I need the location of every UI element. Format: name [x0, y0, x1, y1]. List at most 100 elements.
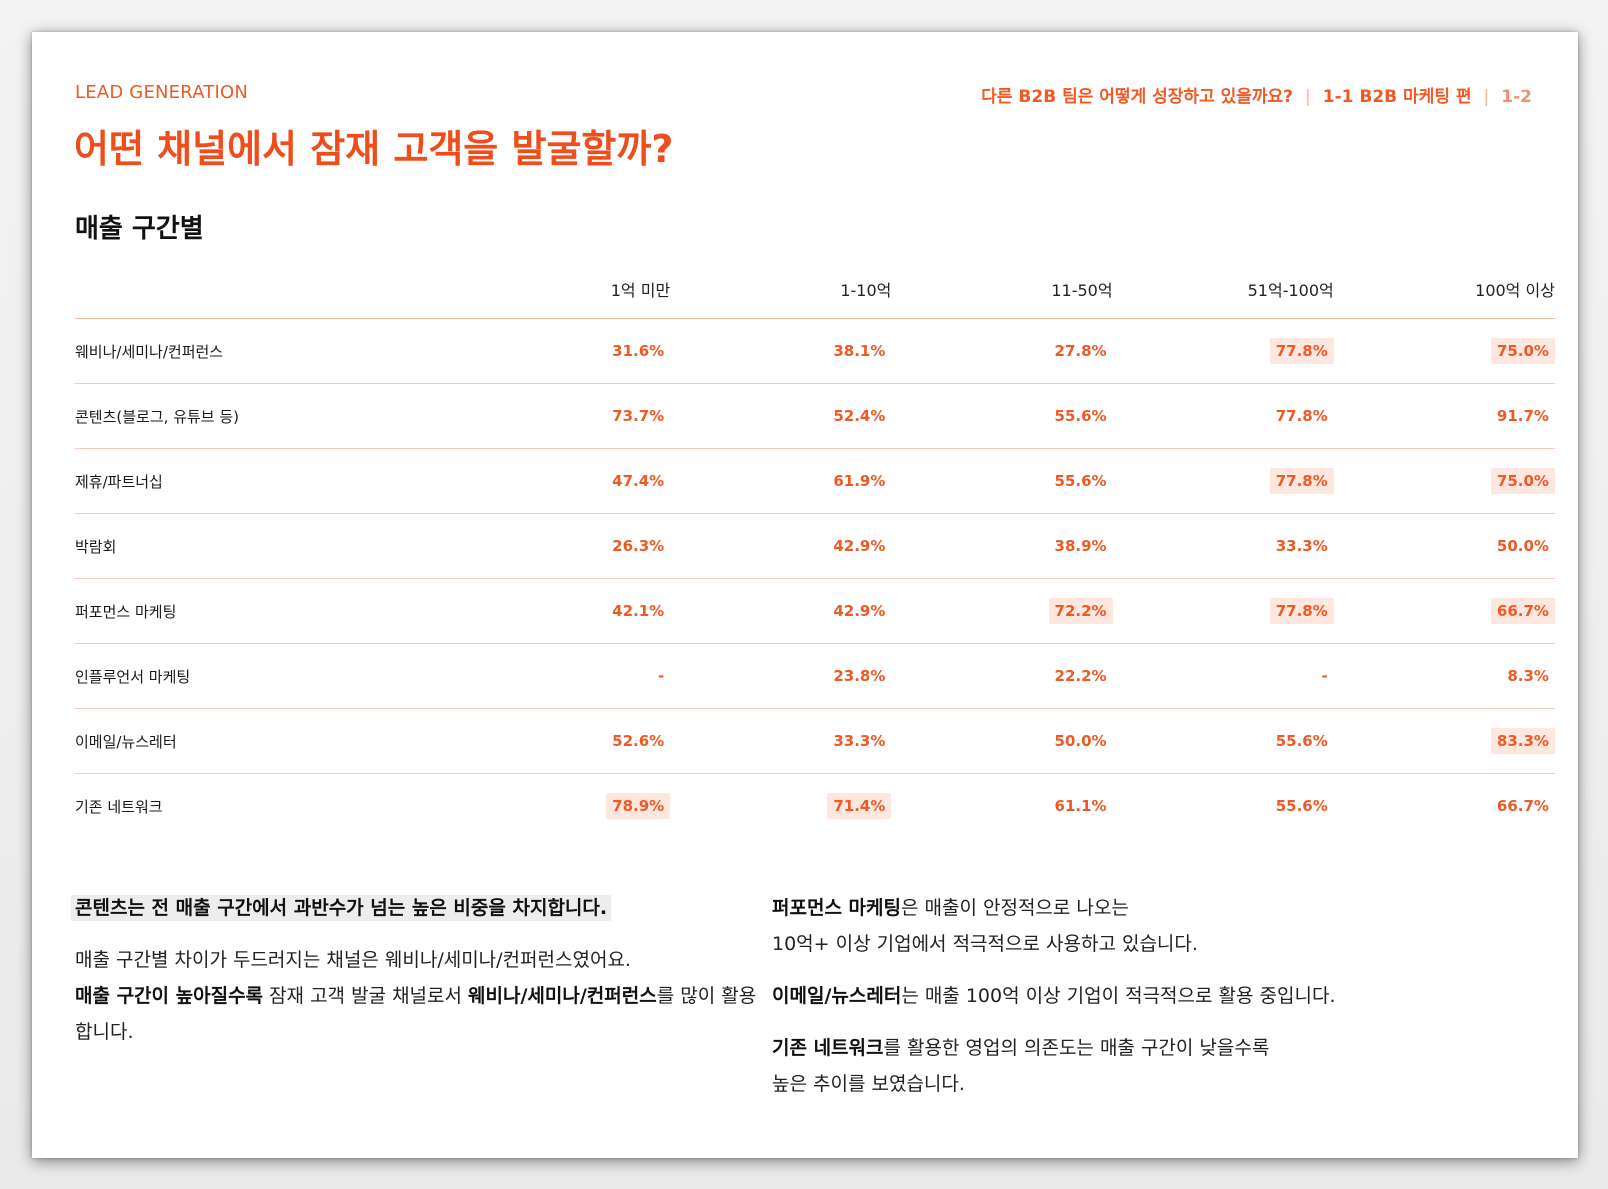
cell-value: 66.7%: [1496, 797, 1549, 815]
table-row: 이메일/뉴스레터 52.6% 33.3% 50.0% 55.6% 83.3%: [75, 708, 1555, 774]
row-label: 퍼포먼스 마케팅: [75, 578, 449, 644]
table-cell: 38.9%: [891, 513, 1113, 579]
cell-value: 38.9%: [1054, 537, 1107, 555]
cell-value: 61.9%: [833, 472, 886, 490]
header-question: 다른 B2B 팀은 어떻게 성장하고 있을까요?: [981, 87, 1294, 107]
summary-text: 를 많이 활용합니다.: [75, 985, 757, 1043]
table-cell: 33.3%: [670, 708, 892, 774]
cell-value: 55.6%: [1054, 407, 1107, 425]
header-separator: |: [1483, 87, 1490, 107]
cell-value: 77.8%: [1275, 407, 1328, 425]
column-header: 1-10억: [670, 260, 892, 319]
channel-by-revenue-table: 1억 미만 1-10억 11-50억 51억-100억 100억 이상 웨비나/…: [75, 260, 1555, 838]
table-cell: 75.0%: [1333, 318, 1555, 384]
cell-value: 38.1%: [833, 342, 886, 360]
table-cell: 66.7%: [1333, 578, 1555, 644]
table-cell: 47.4%: [449, 448, 671, 514]
table-cell: 31.6%: [449, 318, 671, 384]
header-series: 1-1 B2B 마케팅 편: [1322, 87, 1472, 107]
cell-value: 47.4%: [612, 472, 665, 490]
section-title: 매출 구간별: [75, 214, 204, 244]
highlighted-value: 75.0%: [1490, 468, 1555, 494]
summary-paragraph: 기존 네트워크를 활용한 영업의 의존도는 매출 구간이 낮을수록 높은 추이를…: [772, 1030, 1492, 1102]
summary-text: 은 매출이 안정적으로 나오는: [900, 897, 1129, 919]
summary-bold: 퍼포먼스 마케팅: [772, 897, 901, 919]
column-header: 11-50억: [891, 260, 1113, 319]
cell-value: 55.6%: [1054, 472, 1107, 490]
table-cell: 55.6%: [1112, 708, 1334, 774]
cell-value: 22.2%: [1054, 667, 1107, 685]
summary-paragraph: 퍼포먼스 마케팅은 매출이 안정적으로 나오는 10억+ 이상 기업에서 적극적…: [772, 890, 1492, 962]
cell-value: 55.6%: [1275, 797, 1328, 815]
table-cell: 77.8%: [1112, 383, 1334, 449]
row-label: 기존 네트워크: [75, 797, 163, 816]
cell-value: 55.6%: [1275, 732, 1328, 750]
cell-value: 33.3%: [1275, 537, 1328, 555]
summary-text: 를 활용한 영업의 의존도는 매출 구간이 낮을수록: [883, 1037, 1270, 1059]
table-cell: 50.0%: [891, 708, 1113, 774]
table-row: 기존 네트워크 78.9% 71.4% 61.1% 55.6% 66.7%: [75, 774, 1555, 839]
row-label: 인플루언서 마케팅: [75, 643, 449, 709]
cell-value: 26.3%: [612, 537, 665, 555]
cell-value: 73.7%: [612, 407, 665, 425]
cell-value: 42.9%: [833, 537, 886, 555]
summary-bold: 웨비나/세미나/컨퍼런스: [468, 985, 657, 1007]
table-cell: 23.8%: [670, 643, 892, 709]
table-cell: 52.4%: [670, 383, 892, 449]
highlighted-value: 71.4%: [827, 793, 892, 819]
section-eyebrow: LEAD GENERATION: [75, 82, 249, 103]
table-cell: -: [449, 643, 671, 709]
summary-bold: 기존 네트워크: [772, 1037, 884, 1059]
summary-paragraph: 이메일/뉴스레터는 매출 100억 이상 기업이 적극적으로 활용 중입니다.: [772, 978, 1492, 1014]
table-cell: 77.8%: [1112, 448, 1334, 514]
table-cell: 61.9%: [670, 448, 892, 514]
table-cell: 66.7%: [1334, 774, 1555, 839]
cell-value: 50.0%: [1054, 732, 1107, 750]
table-cell: 52.6%: [449, 708, 671, 774]
table-cell: 73.7%: [449, 383, 671, 449]
summary-text: 10억+ 이상 기업에서 적극적으로 사용하고 있습니다.: [772, 933, 1198, 955]
cell-value: 42.9%: [833, 602, 886, 620]
table-cell: 42.9%: [670, 578, 892, 644]
cell-value: 52.6%: [612, 732, 665, 750]
table-cell: 38.1%: [670, 318, 892, 384]
highlighted-value: 78.9%: [606, 793, 671, 819]
table-cell: 42.1%: [449, 578, 671, 644]
table-row: 제휴/파트너십 47.4% 61.9% 55.6% 77.8% 75.0%: [75, 448, 1555, 514]
highlighted-value: 83.3%: [1490, 728, 1555, 754]
table-cell: 77.8%: [1112, 318, 1334, 384]
table-row: 콘텐츠(블로그, 유튜브 등) 73.7% 52.4% 55.6% 77.8% 91.7%: [75, 383, 1555, 449]
table-cell: 72.2%: [891, 578, 1113, 644]
summary-right: 퍼포먼스 마케팅은 매출이 안정적으로 나오는 10억+ 이상 기업에서 적극적…: [772, 890, 1492, 1118]
row-label: 웨비나/세미나/컨퍼런스: [75, 318, 449, 384]
table-cell: 42.9%: [670, 513, 892, 579]
highlighted-value: 75.0%: [1490, 338, 1555, 364]
cell-value: -: [657, 667, 665, 685]
summary-lead: 콘텐츠는 전 매출 구간에서 과반수가 넘는 높은 비중을 차지합니다.: [71, 890, 765, 926]
table-cell: -: [1112, 643, 1334, 709]
row-label: 박람회: [75, 513, 449, 579]
table-cell: 22.2%: [891, 643, 1113, 709]
cell-value: 23.8%: [833, 667, 886, 685]
column-header: 1억 미만: [449, 260, 671, 319]
column-header: 100억 이상: [1333, 260, 1555, 319]
table-cell: 61.1%: [891, 774, 1112, 839]
cell-value: 50.0%: [1496, 537, 1549, 555]
row-label: 제휴/파트너십: [75, 448, 449, 514]
cell-value: 61.1%: [1054, 797, 1107, 815]
table-row: 박람회 26.3% 42.9% 38.9% 33.3% 50.0%: [75, 513, 1555, 579]
table-cell: 77.8%: [1112, 578, 1334, 644]
table-cell: 27.8%: [891, 318, 1113, 384]
summary-bold: 이메일/뉴스레터: [772, 985, 902, 1007]
highlighted-value: 77.8%: [1269, 338, 1334, 364]
table-cell: 55.6%: [1113, 774, 1334, 839]
table-cell: 91.7%: [1333, 383, 1555, 449]
table-cell: 78.9%: [449, 774, 671, 839]
header-separator: |: [1305, 87, 1311, 107]
summary-text: 는 매출 100억 이상 기업이 적극적으로 활용 중입니다.: [901, 985, 1336, 1007]
highlighted-value: 66.7%: [1490, 598, 1555, 624]
summary-bold: 매출 구간이 높아질수록: [75, 985, 264, 1007]
table-cell: 50.0%: [1333, 513, 1555, 579]
table-cell: 8.3%: [1333, 643, 1555, 709]
cell-value: 33.3%: [833, 732, 886, 750]
